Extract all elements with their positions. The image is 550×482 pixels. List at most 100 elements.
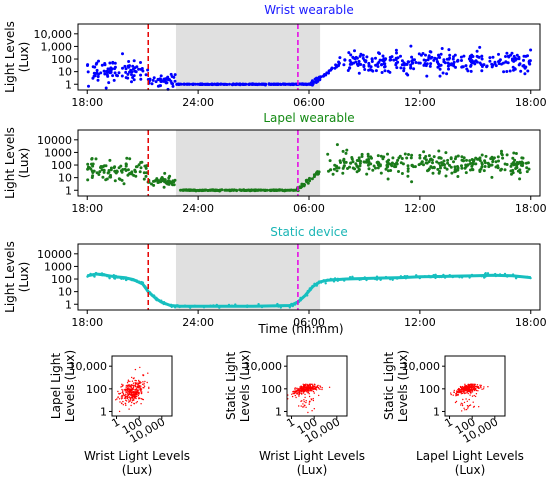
scatter-point	[133, 388, 135, 391]
data-point	[307, 177, 311, 181]
scatter-point	[138, 381, 141, 383]
data-point	[389, 169, 393, 172]
scatter-point	[128, 401, 130, 403]
data-point	[342, 159, 346, 162]
data-point	[452, 55, 455, 59]
scatter-point	[118, 398, 121, 400]
data-point	[379, 171, 383, 175]
data-point	[383, 65, 386, 69]
data-point	[108, 61, 112, 65]
scatter-point	[466, 387, 468, 390]
data-point	[474, 162, 478, 166]
scatter-point	[136, 395, 138, 398]
data-point	[139, 61, 142, 64]
data-point	[94, 271, 98, 275]
data-point	[493, 60, 497, 64]
data-point	[480, 275, 483, 278]
scatter-point	[467, 384, 470, 386]
data-point	[224, 188, 228, 192]
scatter-point	[470, 383, 473, 385]
data-point	[144, 174, 148, 178]
scatter-point	[307, 391, 310, 393]
data-point	[425, 74, 429, 78]
scatter-point	[127, 380, 129, 382]
data-point	[212, 304, 215, 307]
scatter-point	[147, 372, 149, 374]
data-point	[443, 276, 447, 279]
scatter-point	[135, 386, 137, 388]
scatter-point	[140, 381, 142, 384]
data-point	[419, 53, 423, 57]
data-point	[502, 70, 506, 74]
data-point	[437, 156, 441, 160]
scatter-frame	[444, 355, 506, 417]
data-point	[469, 64, 473, 68]
data-point	[451, 275, 454, 279]
data-point	[348, 66, 352, 70]
data-point	[506, 275, 509, 278]
scatter-point	[464, 384, 466, 387]
data-point	[414, 275, 418, 279]
data-point	[347, 51, 351, 55]
data-point	[152, 179, 155, 183]
data-point	[427, 274, 431, 278]
data-point	[324, 282, 327, 285]
scatter-point	[133, 377, 135, 379]
data-point	[99, 272, 102, 276]
data-point	[476, 55, 480, 59]
x-tick-label: 24:00	[182, 96, 214, 109]
data-point	[437, 53, 440, 57]
scatter-point	[302, 392, 305, 394]
scatter-point	[294, 387, 296, 389]
data-point	[108, 158, 112, 162]
data-point	[334, 63, 338, 67]
data-point	[113, 61, 117, 65]
y-axis-label-unit: Levels (Lux)	[396, 350, 410, 422]
scatter-point	[127, 379, 130, 381]
data-point	[500, 149, 503, 153]
scatter-point	[476, 386, 479, 389]
scatter-point	[141, 398, 144, 400]
scatter-point	[309, 388, 311, 390]
scatter-point	[131, 397, 134, 399]
data-point	[341, 166, 345, 170]
scatter-point	[132, 393, 134, 396]
scatter-point	[469, 386, 471, 388]
data-point	[484, 272, 487, 275]
data-point	[437, 171, 441, 175]
scatter-point	[297, 389, 299, 391]
data-point	[437, 161, 441, 165]
data-point	[492, 156, 496, 160]
x-axis-label: Wrist Light Levels	[84, 449, 190, 463]
data-point	[432, 165, 436, 169]
data-point	[497, 159, 500, 163]
y-tick-label: 100	[51, 273, 72, 286]
data-point	[131, 64, 135, 68]
scatter-point	[119, 401, 121, 403]
data-point	[406, 169, 410, 173]
data-point	[380, 71, 384, 74]
data-point	[374, 69, 378, 73]
data-point	[432, 155, 436, 159]
data-point	[178, 305, 181, 309]
data-point	[315, 76, 318, 80]
scatter-point	[120, 398, 123, 400]
data-point	[96, 75, 100, 79]
data-point	[92, 274, 95, 277]
data-point	[170, 180, 173, 184]
x-tick-label: 12:00	[404, 316, 436, 329]
data-point	[127, 60, 131, 63]
data-point	[344, 160, 348, 164]
data-point	[388, 58, 392, 62]
scatter-point	[125, 391, 128, 393]
data-point	[452, 160, 455, 164]
data-point	[101, 165, 105, 168]
scatter-point	[137, 394, 139, 397]
data-point	[424, 59, 428, 62]
data-point	[173, 306, 177, 309]
data-point	[417, 61, 421, 65]
data-point	[256, 188, 260, 192]
data-point	[511, 273, 515, 276]
data-point	[130, 80, 133, 84]
